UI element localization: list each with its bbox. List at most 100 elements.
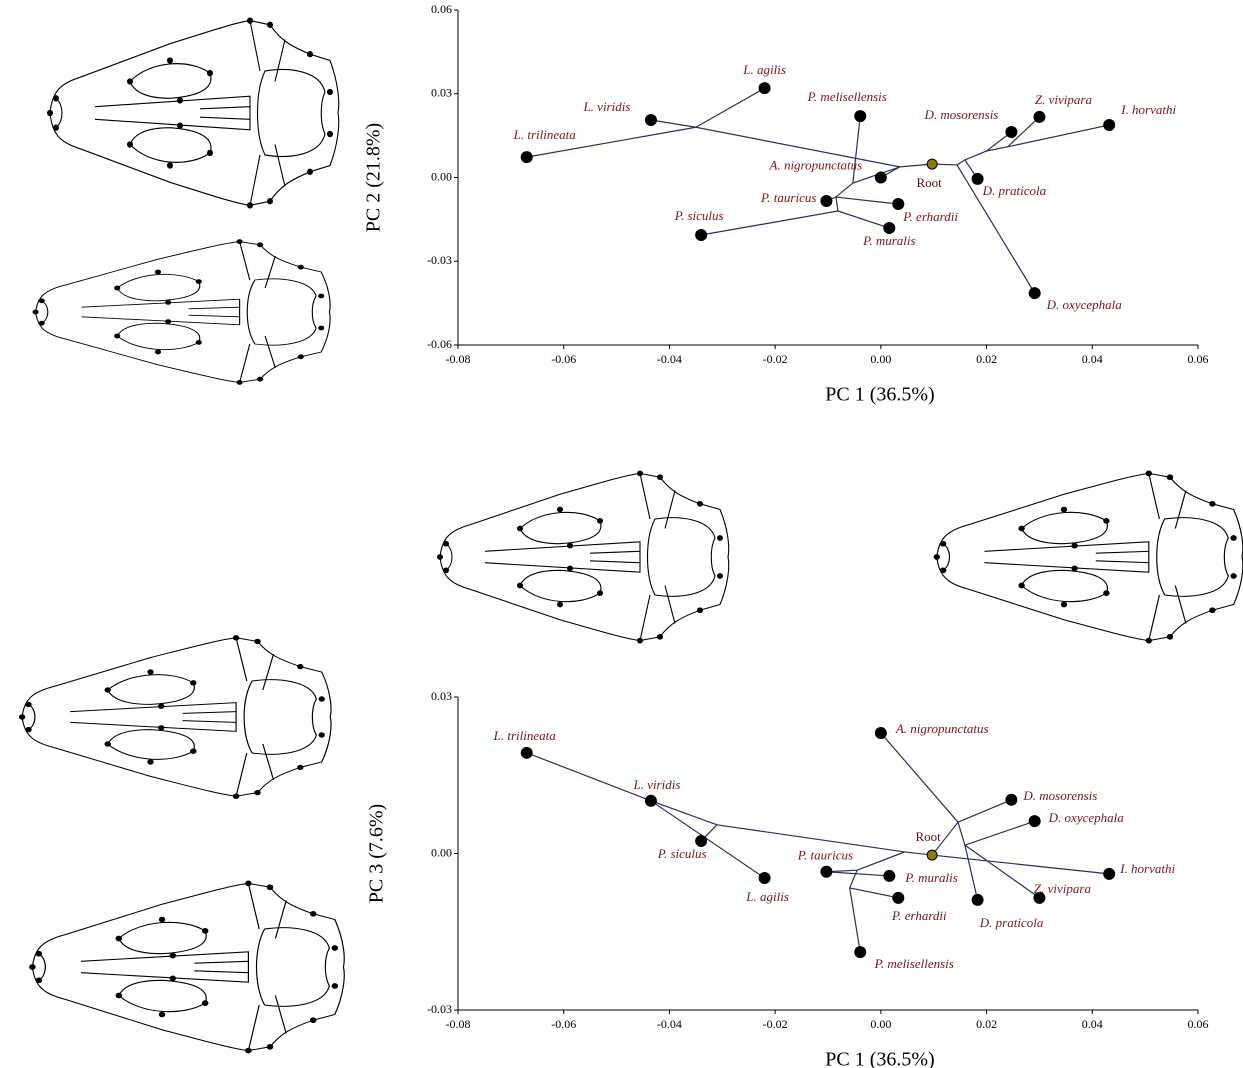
branch bbox=[849, 887, 899, 899]
species-label: L. trilineata bbox=[513, 127, 577, 142]
y-tick-label: -0.03 bbox=[427, 253, 452, 267]
branch bbox=[964, 844, 1040, 899]
y-tick-label: 0.03 bbox=[431, 689, 452, 703]
root-label: Root bbox=[915, 829, 941, 844]
species-label: P. erhardii bbox=[902, 209, 958, 224]
y-tick-label: -0.06 bbox=[427, 337, 452, 351]
species-label: L. viridis bbox=[632, 777, 680, 792]
species-point bbox=[971, 172, 984, 185]
skull-drawing bbox=[933, 469, 1243, 645]
species-label: P. siculus bbox=[657, 846, 707, 861]
root-point bbox=[926, 849, 938, 861]
branch bbox=[1007, 116, 1040, 148]
x-tick-label: 0.06 bbox=[1188, 352, 1209, 366]
species-point bbox=[520, 746, 533, 759]
species-label: I. horvathi bbox=[1120, 102, 1176, 117]
branch bbox=[526, 752, 933, 856]
species-label: D. oxycephala bbox=[1046, 297, 1123, 312]
root-point bbox=[926, 158, 938, 170]
x-tick-label: -0.04 bbox=[657, 1017, 682, 1031]
x-tick-label: 0.02 bbox=[976, 352, 997, 366]
branch bbox=[957, 799, 1012, 823]
x-tick-label: -0.02 bbox=[763, 1017, 788, 1031]
y-tick-label: -0.03 bbox=[427, 1002, 452, 1016]
species-point bbox=[883, 869, 896, 882]
skull-drawing bbox=[31, 238, 331, 386]
branch bbox=[957, 820, 1035, 846]
y-tick-label: 0.06 bbox=[431, 2, 452, 16]
branch bbox=[852, 116, 901, 184]
species-point bbox=[1005, 125, 1018, 138]
species-label: L. viridis bbox=[582, 99, 630, 114]
x-tick-label: 0.04 bbox=[1082, 352, 1103, 366]
x-tick-label: -0.06 bbox=[551, 1017, 576, 1031]
species-label: P. tauricus bbox=[760, 190, 816, 205]
x-tick-label: 0.06 bbox=[1188, 1017, 1209, 1031]
species-label: D. praticola bbox=[982, 183, 1047, 198]
root-label: Root bbox=[916, 175, 942, 190]
species-label: Z. vivipara bbox=[1034, 881, 1092, 896]
species-point bbox=[883, 222, 896, 235]
branch bbox=[826, 871, 890, 877]
x-tick-label: -0.04 bbox=[657, 352, 682, 366]
species-point bbox=[1028, 287, 1041, 300]
species-label: P. melisellensis bbox=[874, 956, 954, 971]
y-axis-label: PC 2 (21.8%) bbox=[363, 123, 385, 232]
species-point bbox=[758, 872, 771, 885]
branch bbox=[964, 131, 1012, 161]
branch bbox=[837, 210, 890, 229]
species-label: Z. vivipara bbox=[1035, 92, 1093, 107]
species-label: P. erhardii bbox=[891, 908, 947, 923]
species-point bbox=[1028, 815, 1041, 828]
species-label: P. tauricus bbox=[797, 848, 853, 863]
branch bbox=[650, 800, 765, 879]
species-label: D. praticola bbox=[979, 915, 1044, 930]
branch bbox=[964, 845, 979, 901]
species-point bbox=[695, 834, 708, 847]
species-point bbox=[854, 110, 867, 123]
species-label: P. siculus bbox=[674, 208, 724, 223]
branch bbox=[695, 87, 765, 128]
species-label: P. muralis bbox=[862, 233, 916, 248]
x-tick-label: -0.08 bbox=[446, 1017, 471, 1031]
branch bbox=[650, 119, 933, 168]
species-point bbox=[820, 194, 833, 207]
x-tick-label: -0.02 bbox=[763, 352, 788, 366]
y-tick-label: 0.00 bbox=[431, 169, 452, 183]
skull-drawing bbox=[28, 879, 345, 1055]
species-label: D. mosorensis bbox=[1022, 788, 1097, 803]
species-label: L. trilineata bbox=[493, 728, 557, 743]
species-point bbox=[1005, 793, 1018, 806]
branch bbox=[932, 854, 1110, 875]
x-tick-label: 0.02 bbox=[976, 1017, 997, 1031]
species-point bbox=[892, 198, 905, 211]
species-label: I. horvathi bbox=[1119, 861, 1175, 876]
species-point bbox=[520, 151, 533, 164]
x-tick-label: 0.00 bbox=[870, 352, 891, 366]
skull-drawing bbox=[18, 634, 332, 800]
branch bbox=[835, 196, 899, 205]
x-tick-label: 0.00 bbox=[870, 1017, 891, 1031]
species-point bbox=[644, 113, 657, 126]
species-point bbox=[1033, 110, 1046, 123]
y-axis-label: PC 3 (7.6%) bbox=[366, 804, 388, 903]
x-tick-label: -0.08 bbox=[446, 352, 471, 366]
species-label: P. melisellensis bbox=[807, 89, 887, 104]
species-point bbox=[695, 229, 708, 242]
species-label: L. agilis bbox=[742, 62, 786, 77]
species-point bbox=[874, 726, 887, 739]
species-point bbox=[758, 82, 771, 95]
skull-drawing bbox=[46, 16, 340, 210]
x-axis-label: PC 1 (36.5%) bbox=[825, 384, 934, 406]
y-tick-label: 0.03 bbox=[431, 86, 452, 100]
x-tick-label: -0.06 bbox=[551, 352, 576, 366]
species-point bbox=[1103, 119, 1116, 132]
species-label: L. agilis bbox=[745, 889, 789, 904]
species-point bbox=[874, 171, 887, 184]
species-point bbox=[1033, 891, 1046, 904]
x-tick-label: 0.04 bbox=[1082, 1017, 1103, 1031]
branch bbox=[849, 869, 861, 953]
species-label: A. nigropunctatus bbox=[895, 721, 989, 736]
species-label: A. nigropunctatus bbox=[769, 157, 863, 172]
